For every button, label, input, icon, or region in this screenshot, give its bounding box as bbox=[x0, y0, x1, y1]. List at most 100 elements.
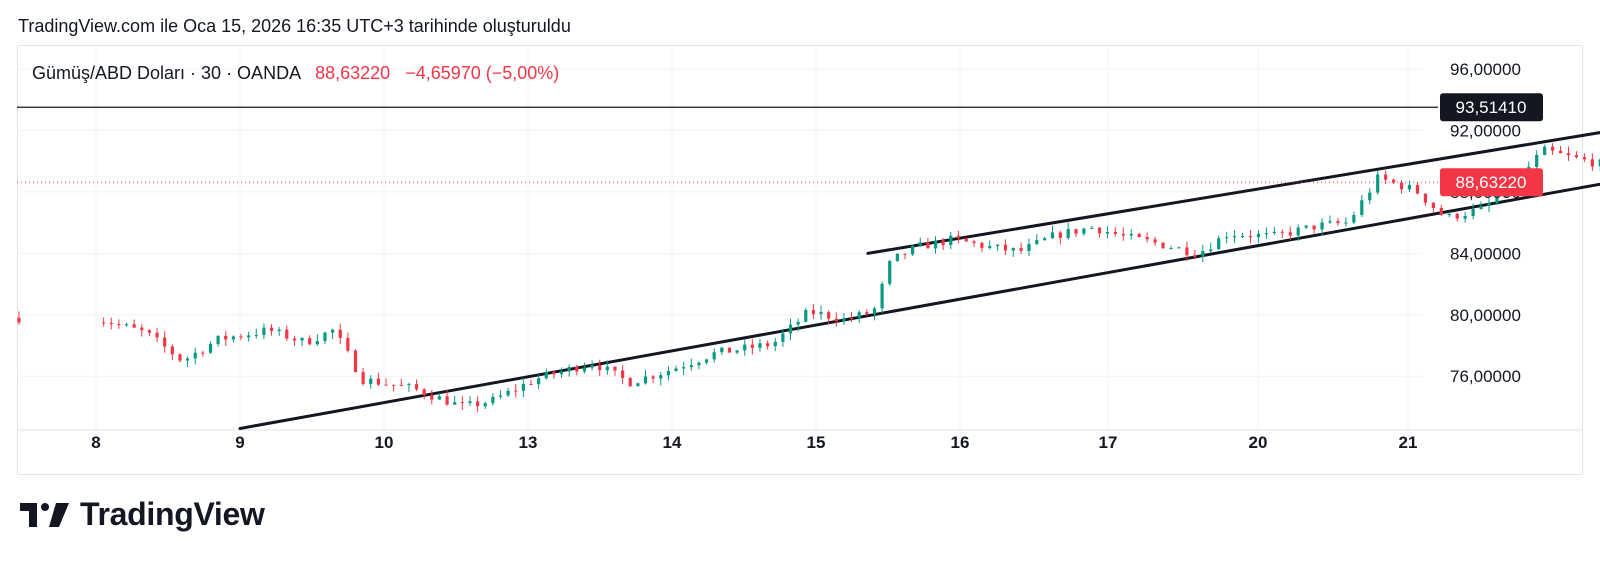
last-price-value: 88,63220 bbox=[315, 63, 391, 83]
candle-body bbox=[567, 366, 571, 372]
chart-caption: TradingView.com ile Oca 15, 2026 16:35 U… bbox=[18, 16, 571, 36]
candle-body bbox=[933, 240, 938, 249]
candle-body bbox=[857, 312, 861, 319]
price-change-value: −4,65970 (−5,00%) bbox=[405, 63, 560, 83]
candle-body bbox=[1185, 247, 1189, 256]
x-tick-label: 9 bbox=[235, 433, 244, 452]
y-tick-label: 84,00000 bbox=[1450, 244, 1521, 263]
candle-body bbox=[1074, 229, 1078, 234]
candle-body bbox=[1233, 236, 1237, 238]
candle-body bbox=[277, 329, 281, 331]
tradingview-brand[interactable]: TradingView bbox=[20, 496, 265, 533]
candle-body bbox=[621, 370, 625, 379]
candle-body bbox=[254, 334, 258, 336]
x-tick-label: 21 bbox=[1399, 433, 1418, 452]
last-price-tag bbox=[1440, 168, 1543, 197]
candle-body bbox=[1113, 231, 1117, 235]
candle-body bbox=[476, 401, 480, 407]
candle-body bbox=[1376, 174, 1380, 193]
candle-body bbox=[1003, 244, 1008, 251]
last-price-tag-label: 88,63220 bbox=[1456, 173, 1527, 192]
candle-body bbox=[109, 322, 113, 325]
candle-body bbox=[704, 359, 709, 363]
candle-body bbox=[766, 343, 770, 347]
candle-body bbox=[788, 324, 793, 334]
candle-body bbox=[911, 245, 915, 255]
y-tick-label: 92,00000 bbox=[1450, 121, 1521, 140]
candle-body bbox=[1177, 247, 1181, 249]
candle-body bbox=[506, 390, 510, 396]
candle-body bbox=[193, 352, 197, 359]
candle-body bbox=[178, 354, 182, 361]
candle-body bbox=[613, 366, 617, 371]
candle-body bbox=[132, 324, 136, 328]
candle-body bbox=[315, 340, 319, 345]
candle-body bbox=[819, 312, 823, 315]
candle-body bbox=[468, 401, 472, 404]
candle-body bbox=[949, 235, 953, 246]
candle-body bbox=[1336, 221, 1340, 224]
candle-body bbox=[292, 338, 297, 341]
candle-body bbox=[888, 260, 892, 284]
candle-body bbox=[1328, 221, 1332, 223]
trend-channel-line-2[interactable] bbox=[238, 60, 1600, 430]
candle-body bbox=[605, 366, 609, 371]
candle-body bbox=[399, 385, 403, 387]
candle-body bbox=[445, 396, 449, 405]
y-tick-label: 96,00000 bbox=[1450, 60, 1521, 79]
candle-body bbox=[872, 308, 877, 315]
candle-body bbox=[1582, 157, 1586, 160]
candle-body bbox=[1551, 146, 1555, 151]
candle-body bbox=[1035, 240, 1039, 244]
candle-body bbox=[430, 395, 434, 400]
candle-body bbox=[1392, 179, 1396, 183]
candle-body bbox=[988, 246, 992, 248]
candle-body bbox=[537, 378, 541, 385]
candle-body bbox=[216, 335, 220, 345]
candle-body bbox=[369, 378, 373, 385]
candle-body bbox=[361, 372, 365, 385]
candle-body bbox=[407, 384, 411, 386]
candle-body bbox=[743, 344, 747, 351]
candle-body bbox=[926, 242, 930, 249]
candle-body bbox=[1590, 159, 1594, 167]
candle-body bbox=[124, 324, 129, 326]
y-tick-label: 76,00000 bbox=[1450, 367, 1521, 386]
candle-body bbox=[1535, 154, 1539, 167]
candle-body bbox=[1479, 205, 1483, 209]
candle-body bbox=[308, 338, 312, 345]
candle-body bbox=[796, 321, 800, 325]
candle-body bbox=[1415, 184, 1420, 194]
candle-body bbox=[1248, 236, 1253, 238]
candle-body bbox=[392, 384, 396, 386]
candle-body bbox=[1217, 238, 1221, 250]
candle-body bbox=[712, 352, 716, 360]
candle-body bbox=[750, 344, 754, 348]
candle-body bbox=[1027, 243, 1031, 251]
candle-body bbox=[330, 329, 335, 333]
candle-body bbox=[1050, 232, 1055, 239]
candle-body bbox=[1574, 155, 1579, 158]
candle-body bbox=[285, 329, 289, 339]
x-tick-label: 14 bbox=[663, 433, 682, 452]
chart-frame bbox=[17, 45, 1583, 475]
candle-body bbox=[529, 383, 533, 385]
candle-body bbox=[865, 312, 869, 315]
candle-body bbox=[323, 332, 327, 341]
candle-body bbox=[1360, 200, 1364, 216]
trend-channel-line-1[interactable] bbox=[866, 60, 1600, 255]
candle-body bbox=[1090, 227, 1094, 229]
candle-body bbox=[1296, 227, 1300, 236]
candle-body bbox=[269, 327, 274, 331]
candle-body bbox=[155, 332, 159, 338]
candle-body bbox=[1256, 233, 1261, 238]
candle-body bbox=[224, 335, 228, 340]
candle-body bbox=[1312, 225, 1316, 230]
candle-body bbox=[1161, 242, 1165, 249]
candle-body bbox=[147, 330, 152, 333]
x-tick-label: 16 bbox=[951, 433, 970, 452]
candle-body bbox=[651, 376, 655, 379]
candle-body bbox=[582, 367, 587, 372]
horizontal-line-price-tag bbox=[1440, 93, 1543, 122]
